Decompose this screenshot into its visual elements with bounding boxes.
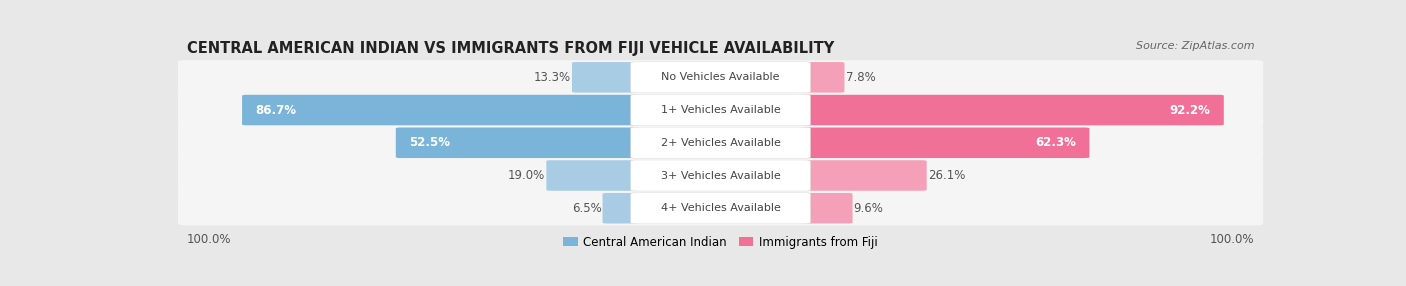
FancyBboxPatch shape	[179, 93, 1263, 127]
FancyBboxPatch shape	[800, 160, 927, 191]
Text: 7.8%: 7.8%	[845, 71, 876, 84]
FancyBboxPatch shape	[572, 62, 641, 93]
FancyBboxPatch shape	[631, 62, 810, 93]
Text: 26.1%: 26.1%	[928, 169, 965, 182]
FancyBboxPatch shape	[631, 95, 810, 126]
FancyBboxPatch shape	[800, 193, 852, 223]
FancyBboxPatch shape	[179, 191, 1263, 225]
FancyBboxPatch shape	[179, 158, 1263, 193]
Text: 13.3%: 13.3%	[534, 71, 571, 84]
FancyBboxPatch shape	[631, 193, 810, 224]
Text: 100.0%: 100.0%	[187, 233, 231, 245]
FancyBboxPatch shape	[242, 95, 641, 125]
FancyBboxPatch shape	[179, 126, 1263, 160]
Legend: Central American Indian, Immigrants from Fiji: Central American Indian, Immigrants from…	[564, 236, 877, 249]
FancyBboxPatch shape	[631, 160, 810, 191]
Text: No Vehicles Available: No Vehicles Available	[661, 72, 780, 82]
FancyBboxPatch shape	[603, 193, 641, 223]
Text: 3+ Vehicles Available: 3+ Vehicles Available	[661, 170, 780, 180]
FancyBboxPatch shape	[179, 60, 1263, 95]
Text: 6.5%: 6.5%	[572, 202, 602, 215]
Text: 2+ Vehicles Available: 2+ Vehicles Available	[661, 138, 780, 148]
Text: 4+ Vehicles Available: 4+ Vehicles Available	[661, 203, 780, 213]
Text: 1+ Vehicles Available: 1+ Vehicles Available	[661, 105, 780, 115]
Text: 86.7%: 86.7%	[254, 104, 297, 117]
FancyBboxPatch shape	[800, 62, 845, 93]
Text: 92.2%: 92.2%	[1170, 104, 1211, 117]
Text: 52.5%: 52.5%	[409, 136, 450, 149]
FancyBboxPatch shape	[800, 95, 1223, 125]
FancyBboxPatch shape	[800, 128, 1090, 158]
FancyBboxPatch shape	[631, 127, 810, 158]
Text: 9.6%: 9.6%	[853, 202, 883, 215]
Text: 62.3%: 62.3%	[1035, 136, 1077, 149]
Text: 19.0%: 19.0%	[508, 169, 546, 182]
FancyBboxPatch shape	[547, 160, 641, 191]
Text: CENTRAL AMERICAN INDIAN VS IMMIGRANTS FROM FIJI VEHICLE AVAILABILITY: CENTRAL AMERICAN INDIAN VS IMMIGRANTS FR…	[187, 41, 834, 56]
Text: Source: ZipAtlas.com: Source: ZipAtlas.com	[1136, 41, 1254, 51]
FancyBboxPatch shape	[396, 128, 641, 158]
Text: 100.0%: 100.0%	[1211, 233, 1254, 245]
